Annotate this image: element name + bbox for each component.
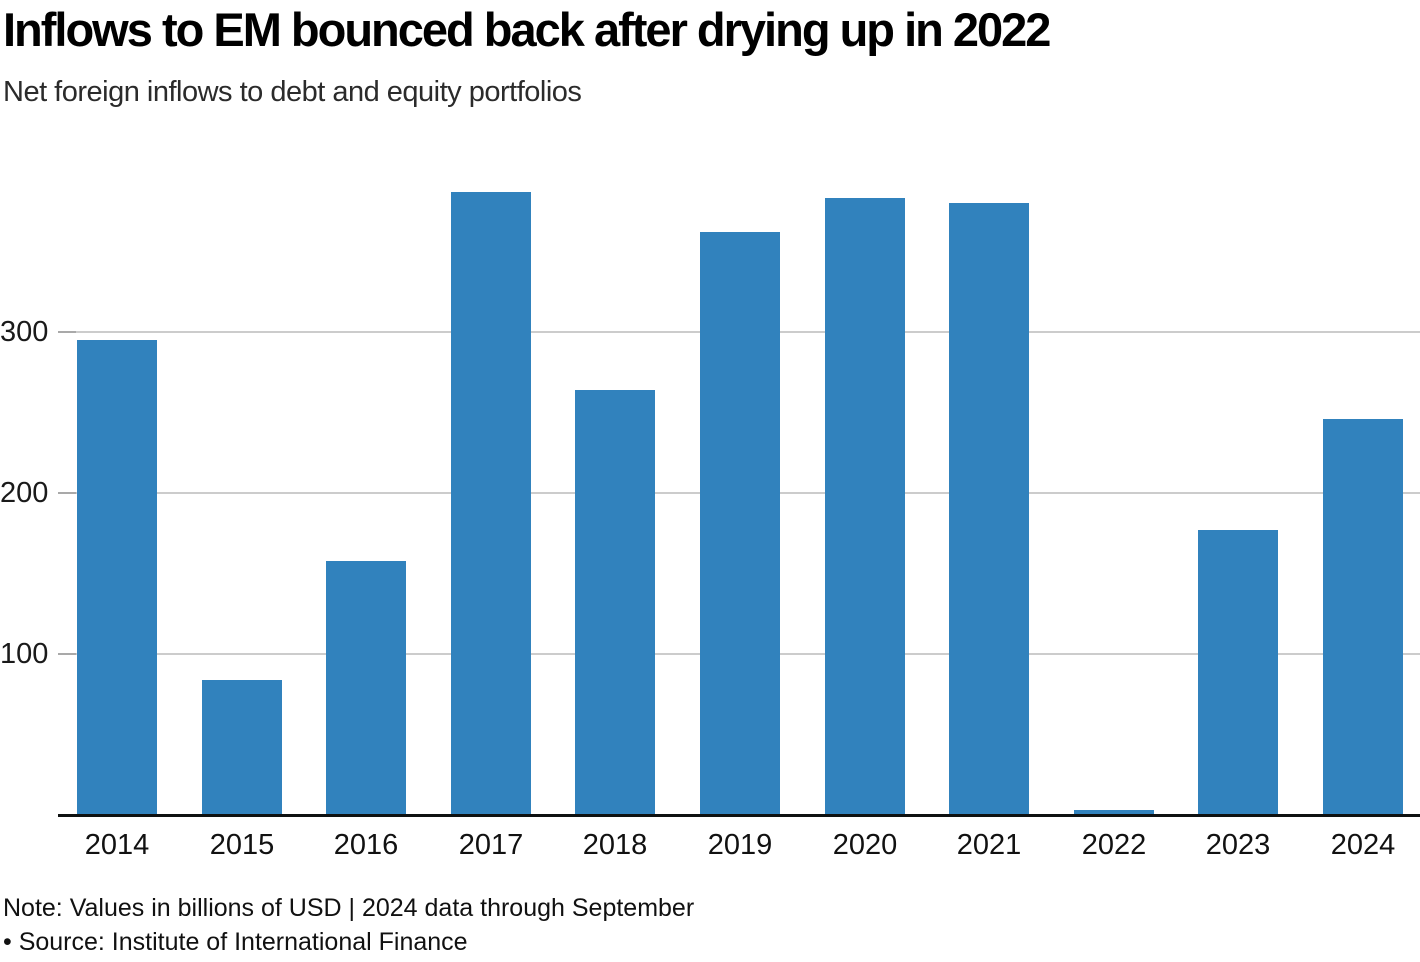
bar-2021 [949, 203, 1029, 815]
bar-2014 [77, 340, 157, 815]
bar-2020 [825, 198, 905, 815]
xtick-label-2020: 2020 [832, 829, 898, 861]
bar-2016 [326, 561, 406, 815]
ytick-mark-200 [58, 492, 76, 494]
bar-2015 [202, 680, 282, 815]
xtick-label-2017: 2017 [458, 829, 524, 861]
chart-subtitle: Net foreign inflows to debt and equity p… [3, 76, 582, 108]
xtick-label-2019: 2019 [707, 829, 773, 861]
ytick-label-200: 200 [0, 477, 49, 509]
bar-2023 [1198, 530, 1278, 815]
xtick-label-2023: 2023 [1205, 829, 1271, 861]
xtick-label-2021: 2021 [956, 829, 1022, 861]
xtick-label-2022: 2022 [1081, 829, 1147, 861]
bar-2022 [1074, 810, 1154, 815]
x-axis-line [58, 814, 1420, 817]
xtick-label-2024: 2024 [1330, 829, 1396, 861]
xtick-label-2016: 2016 [333, 829, 399, 861]
chart-note: Note: Values in billions of USD | 2024 d… [3, 894, 695, 922]
bar-2024 [1323, 419, 1403, 815]
ytick-label-300: 300 [0, 316, 49, 348]
bar-2019 [700, 232, 780, 815]
ytick-label-100: 100 [0, 638, 49, 670]
xtick-label-2014: 2014 [84, 829, 150, 861]
bar-2017 [451, 192, 531, 815]
chart-source: • Source: Institute of International Fin… [3, 928, 468, 956]
xtick-label-2018: 2018 [582, 829, 648, 861]
chart-title: Inflows to EM bounced back after drying … [3, 3, 1051, 56]
ytick-mark-300 [58, 331, 76, 333]
ytick-mark-100 [58, 653, 76, 655]
bar-2018 [575, 390, 655, 815]
xtick-label-2015: 2015 [209, 829, 275, 861]
